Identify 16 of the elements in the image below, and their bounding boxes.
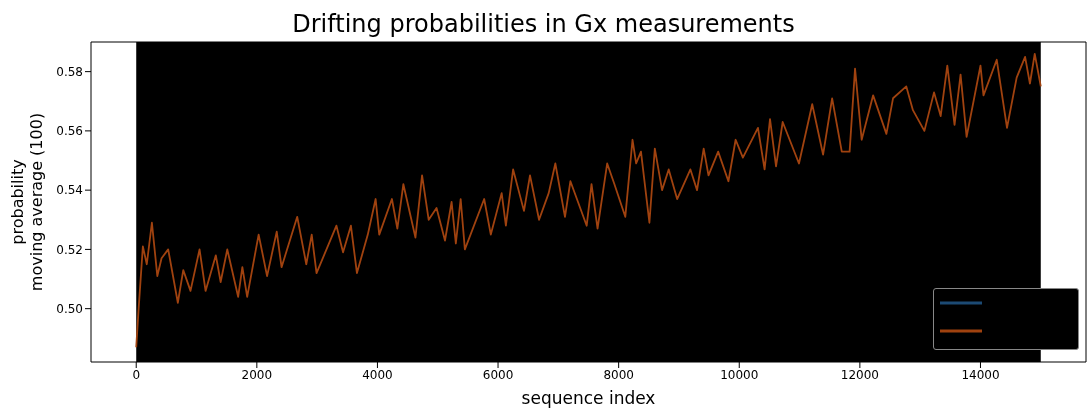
y-tick-label: 0.58 [56,64,83,79]
x-axis-title: sequence index [521,388,656,408]
y-axis-title: probability moving average (100) [8,112,46,292]
x-tick-label: 6000 [482,367,514,382]
y-tick-label: 0.56 [56,124,83,139]
chart-title: Drifting probabilities in Gx measurements [291,10,796,38]
x-tick-label: 8000 [603,367,634,382]
y-tick-label: 0.50 [56,301,83,316]
x-tick-label: 0 [132,367,141,382]
x-tick-label: 4000 [362,367,393,382]
x-tick-label: 2000 [241,367,273,382]
y-tick-label: 0.52 [56,242,83,257]
x-tick-label: 10000 [720,367,759,382]
x-tick-label: 14000 [961,367,1000,382]
x-tick-label: 12000 [840,367,879,382]
y-tick-label: 0.54 [56,183,83,198]
